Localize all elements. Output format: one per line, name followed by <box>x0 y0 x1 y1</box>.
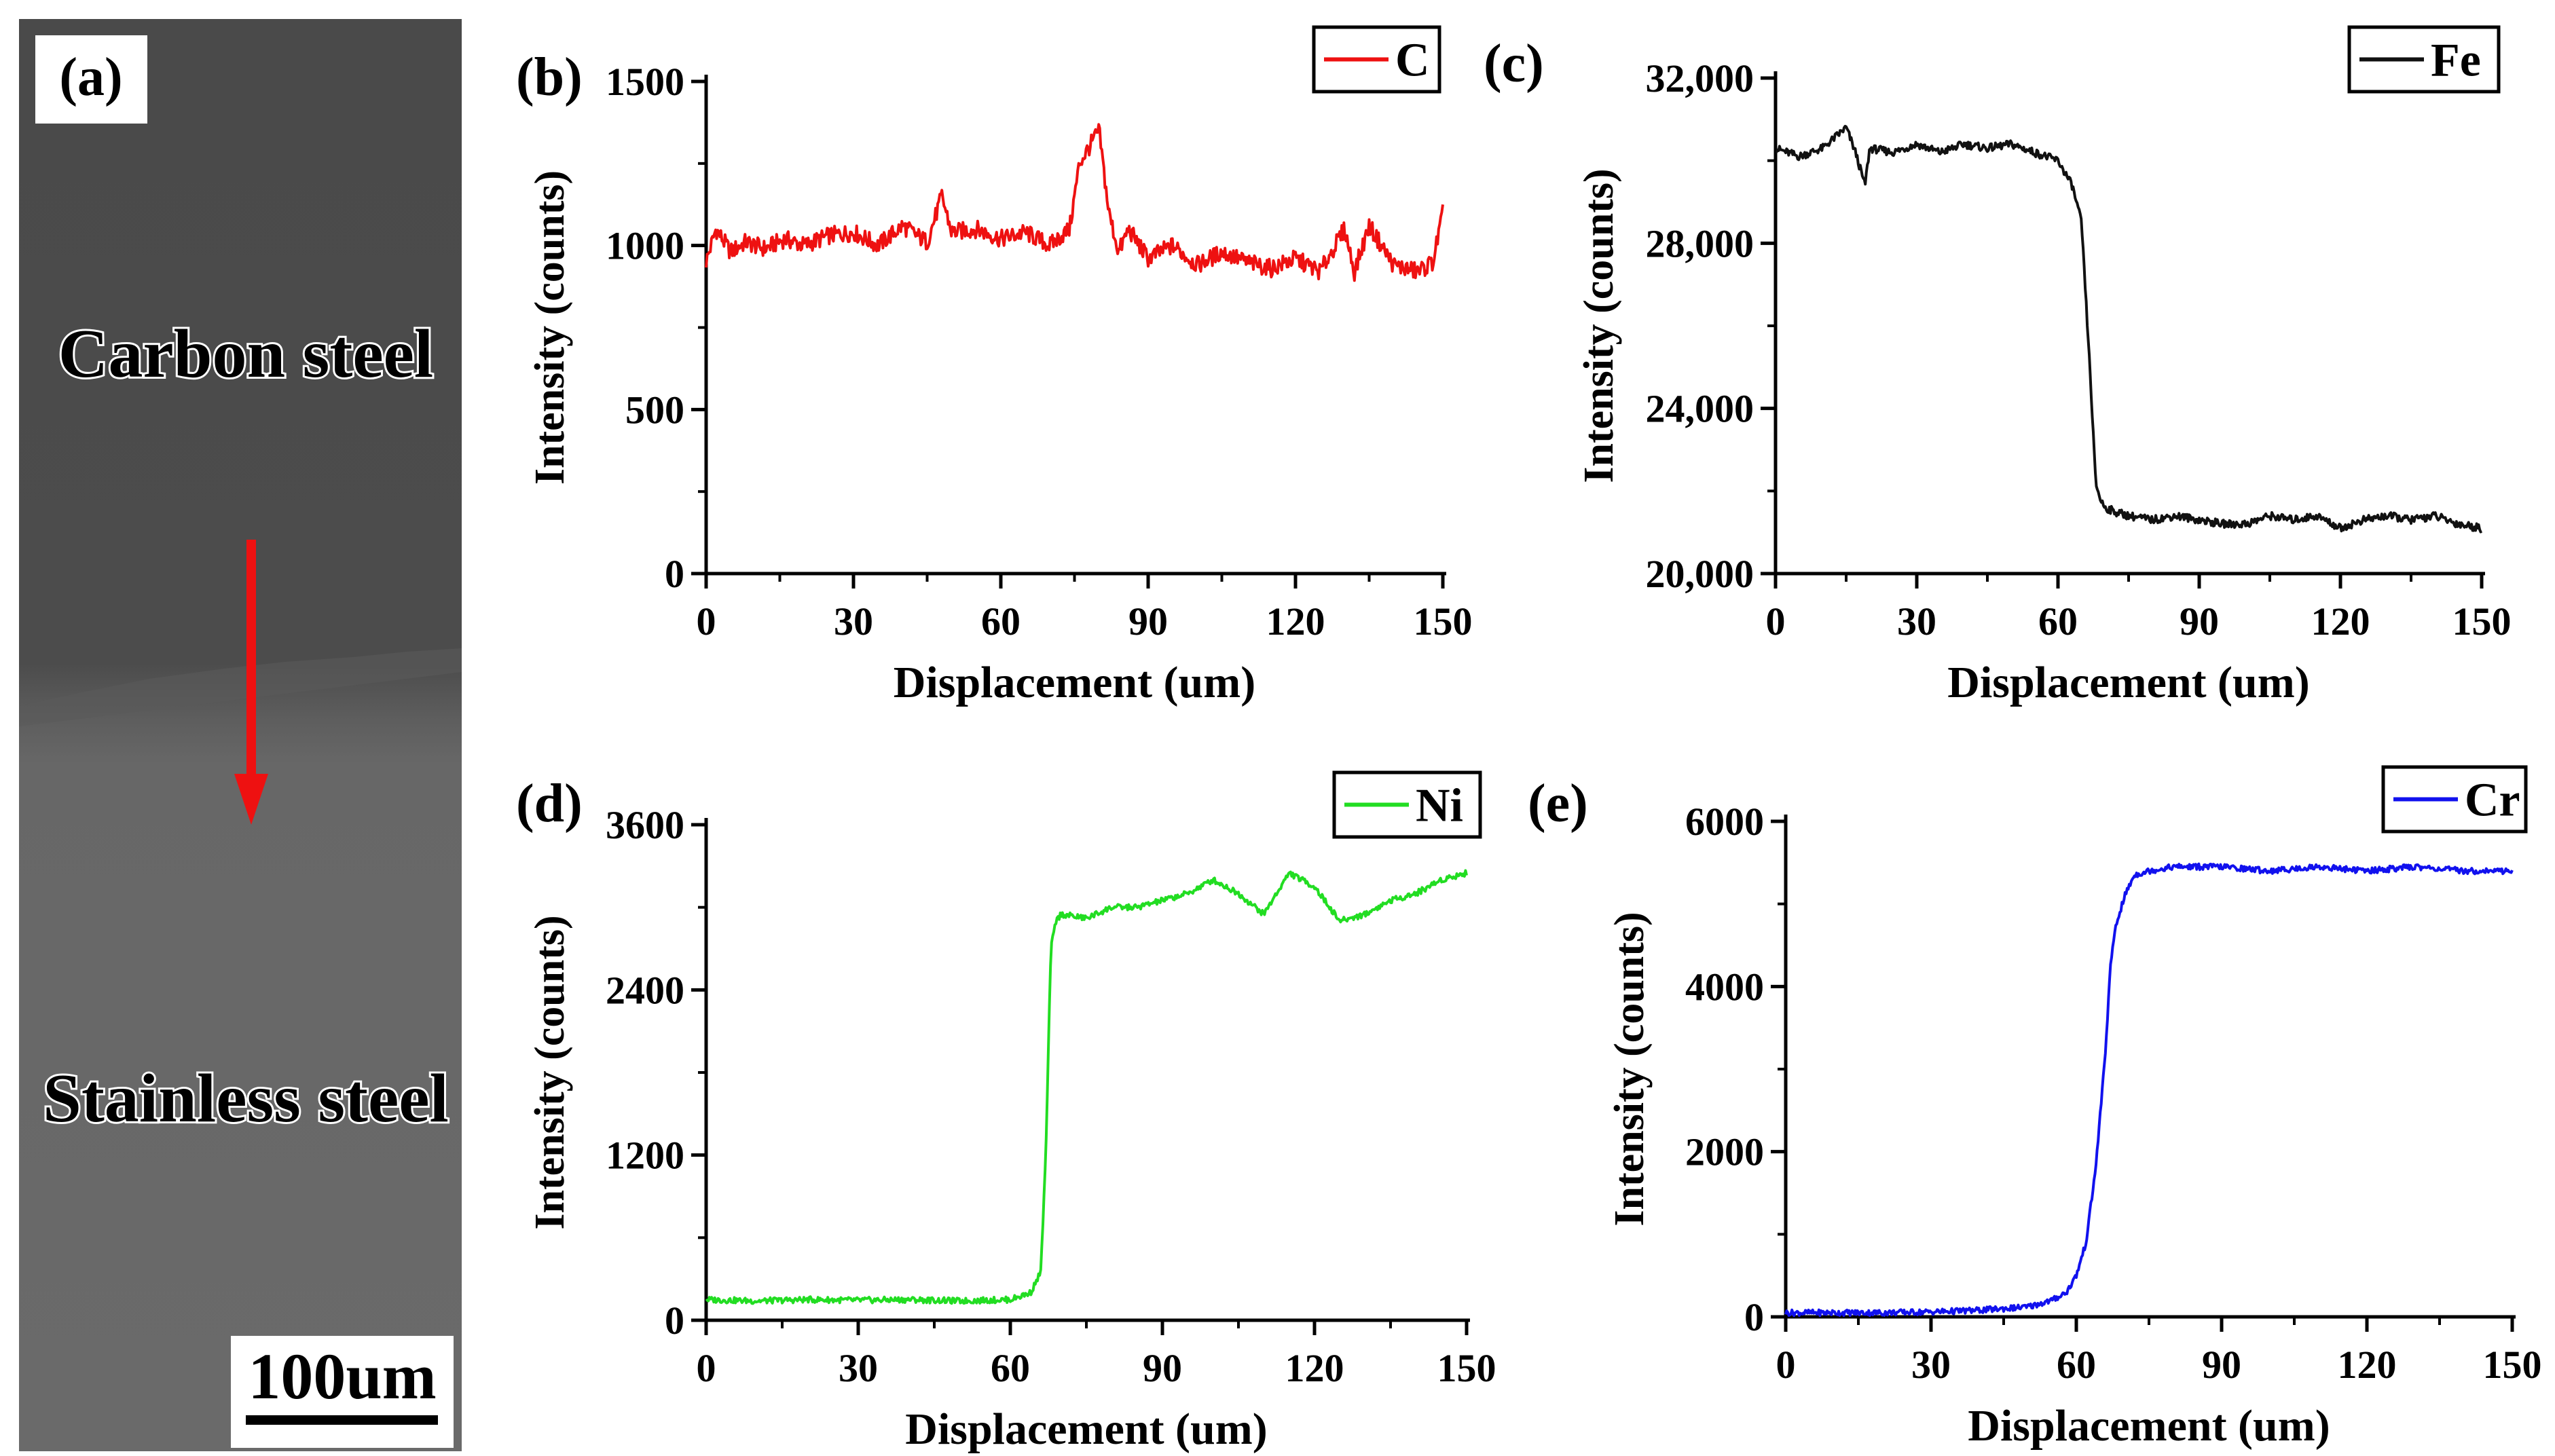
x-tick-label: 0 <box>1766 599 1786 643</box>
chart-d: (d) 0 30 60 90 120 150 0 1200 2400 3600 Displacemen… <box>516 770 1496 1454</box>
legend-label: Cr <box>2465 774 2520 827</box>
y-tick-label: 4000 <box>1685 965 1764 1009</box>
legend-label: C <box>1395 35 1430 87</box>
y-axis-title: Intensity (counts) <box>527 915 573 1229</box>
y-tick-label: 6000 <box>1685 800 1764 844</box>
scan-direction-arrow-head <box>234 774 268 825</box>
x-tick-label: 120 <box>1266 599 1325 643</box>
panel-a-label: (a) <box>59 48 122 107</box>
y-tick-label: 32,000 <box>1646 56 1754 100</box>
y-axis-title: Intensity (counts) <box>527 170 573 485</box>
series-line-Cr <box>1784 862 2514 1318</box>
y-tick-label: 0 <box>665 552 684 596</box>
series-line-Ni <box>705 869 1468 1305</box>
sem-image <box>19 19 462 1451</box>
y-tick-label: 1000 <box>606 224 684 268</box>
x-tick-label: 60 <box>2038 599 2078 643</box>
y-tick-label: 2000 <box>1685 1130 1764 1174</box>
x-tick-label: 90 <box>1128 599 1168 643</box>
x-tick-label: 150 <box>2452 599 2512 643</box>
y-tick-label: 28,000 <box>1646 221 1754 265</box>
y-tick-label: 24,000 <box>1646 387 1754 431</box>
interface-line <box>19 648 462 726</box>
panel-a-label-box <box>35 35 147 124</box>
y-tick-label: 0 <box>1744 1295 1764 1339</box>
panel-label: (e) <box>1528 774 1588 834</box>
y-axis-title: Intensity (counts) <box>1576 168 1622 483</box>
chart-b: (b)0 30 60 90 120 150050010001500Displacement… <box>516 25 1473 707</box>
y-tick-label: 1500 <box>606 60 684 104</box>
panel-label: (d) <box>516 774 583 834</box>
x-tick-label: 30 <box>1911 1343 1951 1387</box>
panel-a: (a) Carbon steel Stainless steel 100um <box>19 19 462 1451</box>
x-axis-title: Displacement (um) <box>1968 1401 2330 1451</box>
y-tick-label: 1200 <box>606 1134 684 1178</box>
x-tick-label: 60 <box>981 599 1021 643</box>
x-tick-label: 90 <box>1143 1346 1182 1390</box>
x-tick-label: 30 <box>839 1346 878 1390</box>
x-tick-label: 0 <box>697 1346 716 1390</box>
y-tick-label: 2400 <box>606 968 684 1012</box>
panel-label: (c) <box>1484 34 1544 94</box>
y-tick-label: 0 <box>665 1299 684 1343</box>
x-tick-label: 150 <box>2483 1343 2542 1387</box>
x-tick-label: 120 <box>2338 1343 2397 1387</box>
x-tick-label: 120 <box>2311 599 2370 643</box>
x-axis-title: Displacement (um) <box>905 1404 1267 1454</box>
x-tick-label: 0 <box>1776 1343 1796 1387</box>
chart-e: (e) 0 30 60 90 120 150 0 2000 4000 6000 Displacemen… <box>1528 765 2542 1451</box>
scale-bar-label: 100um <box>248 1340 436 1413</box>
x-tick-label: 90 <box>2180 599 2219 643</box>
x-tick-label: 60 <box>991 1346 1030 1390</box>
panel-label: (b) <box>516 48 583 107</box>
x-tick-label: 90 <box>2202 1343 2241 1387</box>
scale-bar-box <box>231 1336 454 1448</box>
y-axis-title: Intensity (counts) <box>1606 912 1653 1226</box>
x-tick-label: 30 <box>834 599 873 643</box>
y-tick-label: 500 <box>625 388 684 432</box>
stainless-steel-label: Stainless steel <box>43 1060 449 1137</box>
series-line-Fe <box>1775 124 2483 534</box>
carbon-steel-label: Carbon steel <box>58 316 433 392</box>
x-tick-label: 120 <box>1285 1346 1344 1390</box>
chart-c: (c) 0 30 60 90 120 150 20,000 24,000 28,000 32,000… <box>1484 25 2512 707</box>
x-axis-title: Displacement (um) <box>1947 658 2309 707</box>
legend-label: Fe <box>2431 35 2481 87</box>
x-tick-label: 60 <box>2057 1343 2096 1387</box>
y-tick-label: 20,000 <box>1646 552 1754 596</box>
legend-label: Ni <box>1416 780 1463 832</box>
x-tick-label: 150 <box>1414 599 1473 643</box>
series-line-C <box>705 123 1444 282</box>
x-tick-label: 0 <box>697 599 716 643</box>
x-tick-label: 30 <box>1897 599 1936 643</box>
x-axis-title: Displacement (um) <box>894 658 1255 707</box>
x-tick-label: 150 <box>1437 1346 1496 1390</box>
y-tick-label: 3600 <box>606 803 684 847</box>
